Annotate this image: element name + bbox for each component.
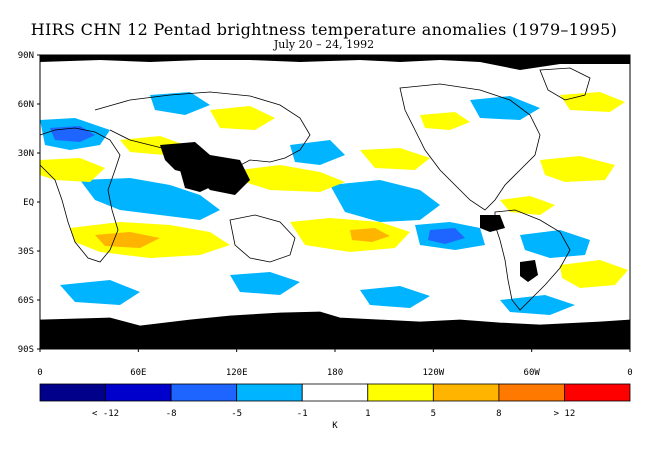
- lat-tick-label: 30S: [18, 247, 34, 257]
- colorbar-tick-label: 5: [431, 409, 436, 419]
- colorbar-segment: [432, 383, 500, 402]
- lon-tick-label: 60E: [130, 368, 146, 378]
- map-title: HIRS CHN 12 Pentad brightness temperatur…: [30, 20, 618, 39]
- colorbar-tick-label: 1: [365, 409, 370, 419]
- lon-tick-label: 120W: [422, 368, 444, 378]
- missing-data-patagonia: [520, 260, 538, 282]
- colorbar-labels: < -12 -8 -5 -1 1 5 8 > 12: [92, 409, 575, 419]
- colorbar-tick-label: -5: [231, 409, 242, 419]
- colorbar-segment: [564, 383, 631, 402]
- warm-region-south-pacific: [290, 218, 410, 252]
- colorbar-segment: [367, 383, 434, 402]
- warm-region-north-america: [420, 112, 470, 130]
- missing-data-central-america: [480, 215, 505, 232]
- lat-tick-label: 90S: [18, 345, 34, 355]
- lat-tick-label: 30N: [18, 149, 34, 159]
- cold-region-southern-ocean-4: [500, 295, 575, 315]
- cold-region-southern-ocean-2: [230, 272, 300, 295]
- latitude-axis: 90N 60N 30N EQ 30S 60S 90S: [18, 51, 40, 355]
- cold-region-america-north: [470, 96, 540, 120]
- colorbar-segment: [498, 383, 565, 402]
- colorbar-tick-label: 8: [496, 409, 501, 419]
- warm-region-north-atlantic: [540, 156, 615, 182]
- strong-warm-pacific: [350, 228, 390, 242]
- lat-tick-label: 60S: [18, 296, 34, 306]
- cold-region-southern-ocean-3: [360, 286, 430, 308]
- coastline-africa-europe: [39, 127, 121, 263]
- colorbar-tick-label: > 12: [554, 409, 576, 419]
- coastline-australia: [229, 214, 296, 263]
- lon-tick-label: 60W: [524, 368, 541, 378]
- warm-region-central-pacific-north: [360, 148, 430, 170]
- coastline-north-america: [399, 83, 541, 211]
- colorbar-segment: [170, 383, 238, 402]
- cold-region-indian-ocean: [80, 178, 220, 220]
- coastline-south-america: [494, 209, 571, 311]
- map-subtitle: July 20 – 24, 1992: [273, 38, 375, 51]
- coastlines: [39, 67, 631, 327]
- lon-tick-label: 0: [37, 368, 42, 378]
- missing-data-antarctic: [40, 312, 630, 349]
- coastline-antarctica: [39, 311, 631, 327]
- anomaly-field: [40, 55, 630, 349]
- missing-data-maritime-continent: [180, 170, 215, 192]
- cold-region-siberia: [150, 92, 210, 115]
- warm-region-north-pacific: [240, 165, 345, 192]
- strong-cold-pacific: [428, 228, 465, 244]
- missing-data-indian-monsoon: [160, 142, 250, 195]
- colorbar-segment: [236, 383, 303, 402]
- lon-tick-label: 180: [327, 368, 343, 378]
- colorbar-segment: [301, 383, 369, 402]
- colorbar-segment: [39, 383, 106, 402]
- colorbar-segment: [105, 383, 172, 402]
- cold-region-south-atlantic: [520, 230, 590, 258]
- colorbar-tick-label: -8: [166, 409, 177, 419]
- missing-data-arctic: [40, 55, 630, 70]
- warm-region-north-africa: [40, 158, 105, 182]
- coastline-greenland: [539, 67, 591, 101]
- coastline-eurasia: [94, 91, 311, 169]
- lat-tick-label: 60N: [18, 100, 34, 110]
- warm-region-asia: [210, 106, 275, 130]
- lon-tick-label: 0: [627, 368, 632, 378]
- cold-region-north-pacific: [290, 140, 345, 165]
- colorbar-unit: K: [332, 421, 338, 431]
- warm-region-south-atlantic: [560, 260, 628, 288]
- strong-warm-indian: [95, 232, 160, 248]
- cold-region-central-pacific: [330, 180, 440, 222]
- lat-tick-label: 90N: [18, 51, 34, 61]
- cold-region-southern-ocean-1: [60, 280, 140, 305]
- longitude-axis: 0 60E 120E 180 120W 60W 0: [37, 349, 633, 378]
- colorbar-tick-label: < -12: [92, 409, 119, 419]
- lon-tick-label: 120E: [226, 368, 248, 378]
- colorbar: [39, 383, 631, 402]
- colorbar-tick-label: -1: [297, 409, 308, 419]
- lat-tick-label: EQ: [23, 198, 34, 208]
